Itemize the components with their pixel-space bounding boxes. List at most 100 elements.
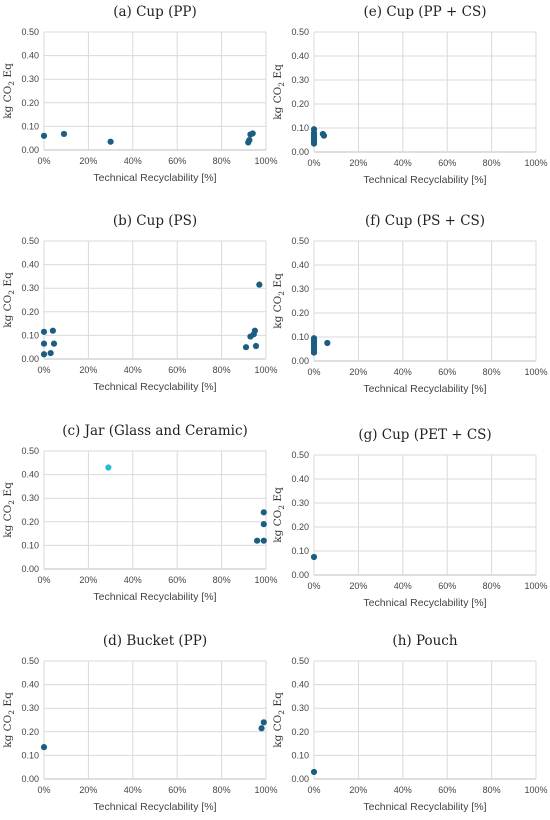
y-axis-label-suffix: Eq: [2, 482, 14, 500]
panel-f: (f) Cup (PS + CS) 0.00 0.10 0.20 0.30 0.40 0.5…: [272, 213, 548, 395]
data-point: [60, 130, 68, 138]
y-tick-label: 0.40: [21, 680, 39, 690]
y-axis-label-prefix: kg CO: [272, 295, 284, 328]
data-point: [310, 553, 318, 561]
data-point: [310, 140, 318, 147]
x-axis-label: Technical Recyclability [%]: [363, 383, 486, 395]
y-tick-label: 0.30: [21, 74, 39, 84]
y-tick-label: 0.50: [21, 656, 39, 666]
x-tick-label: 60%: [438, 158, 456, 168]
panel-title: (c) Jar (Glass and Ceramic): [62, 423, 248, 439]
y-axis-label-prefix: kg CO: [2, 85, 14, 118]
x-tick-label: 0%: [37, 365, 50, 375]
y-axis-label-prefix: kg CO: [272, 509, 284, 542]
y-tick-label: 0.20: [21, 307, 39, 317]
y-tick-label: 0.40: [21, 260, 39, 270]
x-tick-label: 60%: [168, 156, 186, 166]
x-tick-label: 40%: [394, 158, 412, 168]
panel-a: (a) Cup (PP) 0.00 0.10 0.20 0.30 0.40 0.50 0% 20…: [2, 4, 278, 184]
y-tick-label: 0.10: [291, 332, 309, 342]
y-axis-label: kg CO2 Eq: [272, 692, 286, 748]
y-tick-label: 0.50: [21, 446, 39, 456]
y-axis-label-suffix: Eq: [272, 487, 284, 505]
x-axis-label: Technical Recyclability [%]: [93, 381, 216, 393]
y-axis-label: kg CO2 Eq: [2, 63, 16, 119]
x-tick-label: 100%: [254, 365, 277, 375]
y-tick-label: 0.20: [21, 517, 39, 527]
y-tick-label: 0.30: [291, 75, 309, 85]
y-axis-label-sub: 2: [7, 81, 16, 86]
y-axis-label-sub: 2: [277, 505, 286, 510]
data-point: [260, 719, 267, 726]
x-tick-label: 100%: [524, 785, 547, 795]
x-tick-label: 20%: [349, 785, 367, 795]
x-tick-label: 0%: [307, 158, 320, 168]
x-axis-label: Technical Recyclability [%]: [363, 801, 486, 813]
x-tick-label: 60%: [168, 365, 186, 375]
x-tick-label: 80%: [213, 575, 231, 585]
y-axis-label-sub: 2: [7, 500, 16, 505]
data-point: [260, 509, 267, 516]
x-tick-label: 80%: [213, 156, 231, 166]
y-tick-label: 0.50: [291, 450, 309, 460]
x-tick-label: 0%: [307, 785, 320, 795]
panel-title: (f) Cup (PS + CS): [365, 213, 485, 229]
y-axis-label-sub: 2: [277, 82, 286, 87]
panel-title: (e) Cup (PP + CS): [364, 4, 487, 20]
x-tick-label: 0%: [307, 581, 320, 591]
panel-title: (b) Cup (PS): [113, 213, 197, 229]
y-tick-label: 0.20: [21, 727, 39, 737]
x-tick-label: 20%: [349, 367, 367, 377]
x-tick-label: 80%: [213, 785, 231, 795]
data-point: [251, 327, 258, 334]
y-tick-label: 0.40: [291, 680, 309, 690]
data-point: [242, 344, 250, 351]
y-tick-label: 0.10: [21, 330, 39, 340]
data-point: [260, 537, 267, 544]
x-tick-label: 100%: [524, 581, 547, 591]
y-axis-label: kg CO2 Eq: [272, 273, 286, 329]
y-tick-label: 0.00: [291, 774, 309, 784]
data-point: [246, 136, 253, 144]
data-point: [50, 340, 58, 347]
x-tick-label: 0%: [307, 367, 320, 377]
y-axis-label-prefix: kg CO: [2, 504, 14, 537]
y-tick-label: 0.10: [21, 750, 39, 760]
y-axis-label: kg CO2 Eq: [2, 692, 16, 748]
panel-g: (g) Cup (PET + CS) 0.00 0.10 0.20 0.30 0.40 0.…: [272, 427, 548, 609]
panel-title: (d) Bucket (PP): [103, 633, 207, 649]
y-tick-label: 0.10: [291, 750, 309, 760]
y-tick-label: 0.10: [21, 121, 39, 131]
panel-title: (a) Cup (PP): [113, 4, 197, 20]
x-tick-label: 80%: [213, 365, 231, 375]
x-tick-label: 40%: [394, 367, 412, 377]
y-tick-label: 0.10: [291, 123, 309, 133]
y-axis-label-sub: 2: [277, 710, 286, 715]
y-tick-label: 0.40: [291, 474, 309, 484]
y-axis-label-suffix: Eq: [2, 692, 14, 710]
y-tick-label: 0.40: [291, 260, 309, 270]
x-tick-label: 60%: [438, 785, 456, 795]
x-tick-label: 0%: [37, 785, 50, 795]
x-tick-label: 60%: [438, 581, 456, 591]
x-tick-label: 0%: [37, 156, 50, 166]
x-axis-label: Technical Recyclability [%]: [93, 591, 216, 603]
data-point: [252, 342, 260, 350]
x-tick-label: 100%: [254, 785, 277, 795]
data-point: [107, 138, 114, 145]
y-tick-label: 0.00: [21, 564, 39, 574]
x-axis-label: Technical Recyclability [%]: [93, 801, 216, 813]
data-point: [249, 130, 256, 137]
x-tick-label: 60%: [168, 785, 186, 795]
y-tick-label: 0.30: [291, 703, 309, 713]
y-axis-label-sub: 2: [7, 710, 16, 715]
x-tick-label: 100%: [524, 158, 547, 168]
x-tick-label: 20%: [349, 158, 367, 168]
y-axis-label-prefix: kg CO: [2, 714, 14, 747]
y-tick-label: 0.40: [291, 51, 309, 61]
x-tick-label: 40%: [394, 785, 412, 795]
data-point: [260, 521, 267, 528]
x-tick-label: 40%: [394, 581, 412, 591]
panel-title: (g) Cup (PET + CS): [358, 427, 491, 443]
